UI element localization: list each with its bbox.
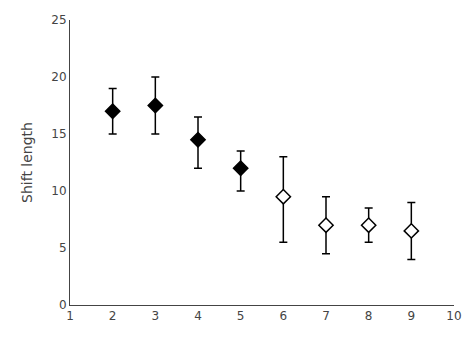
svg-text:6: 6 [280, 309, 288, 323]
svg-text:10: 10 [446, 309, 461, 323]
svg-text:5: 5 [59, 241, 67, 255]
svg-text:20: 20 [51, 70, 66, 84]
svg-text:Shift length: Shift length [19, 122, 35, 203]
svg-text:8: 8 [365, 309, 373, 323]
svg-text:15: 15 [51, 127, 66, 141]
svg-text:1: 1 [66, 309, 74, 323]
svg-text:4: 4 [194, 309, 202, 323]
svg-text:5: 5 [237, 309, 245, 323]
svg-text:25: 25 [51, 13, 66, 27]
svg-text:9: 9 [408, 309, 416, 323]
svg-text:7: 7 [322, 309, 330, 323]
svg-text:0: 0 [59, 298, 67, 312]
svg-text:10: 10 [51, 184, 66, 198]
svg-text:3: 3 [152, 309, 160, 323]
svg-text:2: 2 [109, 309, 117, 323]
